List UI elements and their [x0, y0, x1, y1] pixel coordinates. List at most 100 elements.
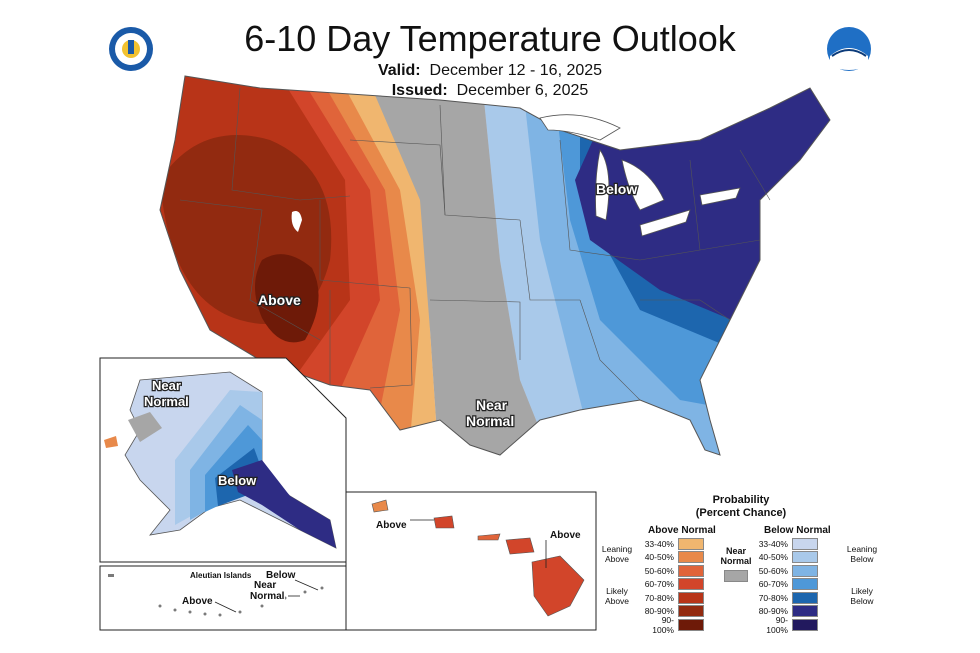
label-aleutian-near-1: Near — [254, 580, 276, 591]
legend-above-row: 60-70% — [640, 578, 704, 590]
state-lines — [179, 87, 771, 401]
valid-dates: Valid: December 12 - 16, 2025 — [0, 62, 980, 80]
legend-likely-above: Likely Above — [596, 586, 638, 606]
legend-above-swatch — [678, 578, 704, 590]
legend-leaning-above: Leaning Above — [596, 544, 638, 564]
legend-below-range: 50-60% — [758, 565, 788, 576]
legend-likely-below: Likely Below — [840, 586, 884, 606]
great-salt-lake — [291, 211, 302, 232]
legend-above-row: 50-60% — [640, 564, 704, 577]
label-hi-above-2: Above — [550, 530, 581, 541]
legend-below-range: 40-50% — [758, 552, 788, 562]
alaska-shading — [104, 371, 337, 549]
legend-title-1: Probability — [712, 494, 770, 506]
legend-leaning-below: Leaning Below — [840, 544, 884, 564]
valid-value: December 12 - 16, 2025 — [429, 62, 603, 79]
legend-above-row: 33-40% — [640, 537, 704, 550]
label-ak-near-1: Near — [152, 378, 181, 393]
aleutian-inset-frame — [99, 565, 347, 631]
legend-below-swatch — [792, 591, 818, 604]
issued-value: December 6, 2025 — [456, 82, 589, 99]
legend-above-swatch — [678, 564, 704, 577]
legend-below-row: 70-80% — [754, 591, 818, 604]
legend-leaning-below-2: Below — [850, 554, 874, 564]
legend-above-swatch — [678, 605, 704, 617]
legend-above-row: 40-50% — [640, 551, 704, 563]
legend-near-1: Near — [725, 546, 746, 556]
hawaii-pointers — [410, 519, 547, 568]
label-ak-near-2: Normal — [144, 394, 189, 409]
legend-below-swatch — [792, 564, 818, 577]
legend-above-range: 60-70% — [644, 579, 674, 589]
legend-likely-below-2: Below — [850, 596, 874, 606]
legend-below-range: 60-70% — [758, 579, 788, 589]
noaa-logo-icon — [827, 27, 871, 71]
legend-above-row: 70-80% — [640, 591, 704, 604]
hawaii-islands — [371, 499, 585, 617]
legend-above-row: 80-90% — [640, 605, 704, 617]
legend-above-range: 50-60% — [644, 565, 674, 576]
issued-label: Issued: — [391, 82, 448, 99]
legend-likely-below-1: Likely — [851, 586, 873, 596]
legend-above-header: Above Normal — [648, 525, 716, 536]
label-aleutian-below: Below — [266, 570, 296, 581]
ak-near-normal — [128, 412, 162, 442]
legend-title-2: (Percent Chance) — [695, 507, 787, 519]
label-conus-below: Below — [596, 181, 637, 197]
legend-likely-above-2: Above — [604, 596, 630, 606]
legend-below-range: 33-40% — [758, 538, 788, 549]
ak-band-80 — [232, 460, 336, 548]
legend-above-range: 80-90% — [644, 606, 674, 616]
legend-likely-above-1: Likely — [606, 586, 628, 596]
legend-below-range: 70-80% — [758, 592, 788, 603]
legend-below-swatch — [792, 551, 818, 563]
commerce-seal-icon — [109, 27, 153, 71]
legend-below-row: 40-50% — [754, 551, 818, 563]
valid-label: Valid: — [377, 62, 421, 79]
legend-above-range: 90-100% — [652, 614, 674, 635]
page-title: 6-10 Day Temperature Outlook — [244, 18, 736, 59]
band-above-max — [255, 254, 319, 343]
label-hi-above-1: Above — [376, 520, 407, 531]
legend-below-header: Below Normal — [764, 525, 831, 536]
label-conus-near-2: Normal — [466, 413, 514, 429]
legend-below-row: 90-100% — [754, 615, 818, 635]
legend-leaning-above-2: Above — [604, 554, 630, 564]
legend-leaning-above-1: Leaning — [601, 544, 633, 554]
legend-above-row: 90-100% — [640, 615, 704, 635]
legend-near-2: Normal — [720, 556, 752, 566]
legend-above-swatch — [678, 618, 704, 631]
legend-near-normal: Near Normal — [716, 546, 756, 566]
legend-below-range: 80-90% — [758, 606, 788, 616]
legend-below-swatch — [792, 578, 818, 590]
ak-above-bit — [104, 436, 118, 448]
legend-above-range: 33-40% — [644, 538, 674, 549]
aleutian-pointers — [214, 579, 319, 613]
legend-below-row: 60-70% — [754, 578, 818, 590]
label-aleutian-above: Above — [182, 596, 213, 607]
issued-date: Issued: December 6, 2025 — [0, 82, 980, 100]
probability-legend: Probability (Percent Chance) Above Norma… — [596, 494, 886, 644]
legend-above-swatch — [678, 551, 704, 563]
label-conus-near-1: Near — [476, 397, 508, 413]
label-conus-above: Above — [258, 292, 301, 308]
legend-below-swatch — [792, 605, 818, 617]
legend-below-row: 80-90% — [754, 605, 818, 617]
label-ak-below: Below — [218, 473, 257, 488]
legend-above-range: 70-80% — [644, 592, 674, 603]
legend-below-row: 33-40% — [754, 537, 818, 550]
legend-below-swatch — [792, 537, 818, 550]
label-aleutian-near-2: Normal — [250, 591, 285, 602]
legend-near-swatch — [724, 570, 748, 582]
legend-below-swatch — [792, 618, 818, 631]
aleutian-islands — [108, 574, 324, 617]
label-aleutian-title: Aleutian Islands — [190, 571, 252, 580]
legend-above-swatch — [678, 591, 704, 604]
legend-above-range: 40-50% — [644, 552, 674, 562]
legend-below-range: 90-100% — [766, 614, 788, 635]
legend-above-swatch — [678, 537, 704, 550]
great-lakes — [539, 114, 741, 237]
legend-leaning-below-1: Leaning — [846, 544, 878, 554]
legend-below-row: 50-60% — [754, 564, 818, 577]
